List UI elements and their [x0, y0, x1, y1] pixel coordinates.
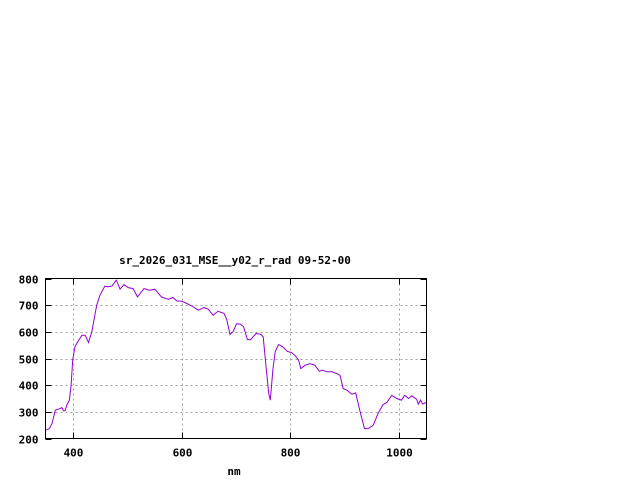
x-tick-label: 1000 [386, 447, 413, 460]
x-tick-label: 600 [173, 447, 193, 460]
y-tick-label: 200 [19, 434, 39, 447]
y-tick-label: 600 [19, 327, 39, 340]
y-tick-label: 500 [19, 354, 39, 367]
ticks [45, 278, 427, 440]
y-tick-label: 700 [19, 300, 39, 313]
grid [45, 278, 427, 439]
y-tick-label: 300 [19, 407, 39, 420]
y-tick-label: 400 [19, 380, 39, 393]
plot-frame [45, 278, 427, 439]
y-tick-label: 800 [19, 274, 39, 287]
chart-title: sr_2026_031_MSE__y02_r_rad 09-52-00 [119, 254, 351, 267]
x-tick-label: 800 [281, 447, 301, 460]
tick-labels: 400 600 800 1000 200 300 400 500 600 700 800 [19, 274, 413, 460]
x-tick-label: 400 [64, 447, 84, 460]
x-axis-label: nm [227, 465, 241, 478]
series-line [45, 279, 427, 431]
